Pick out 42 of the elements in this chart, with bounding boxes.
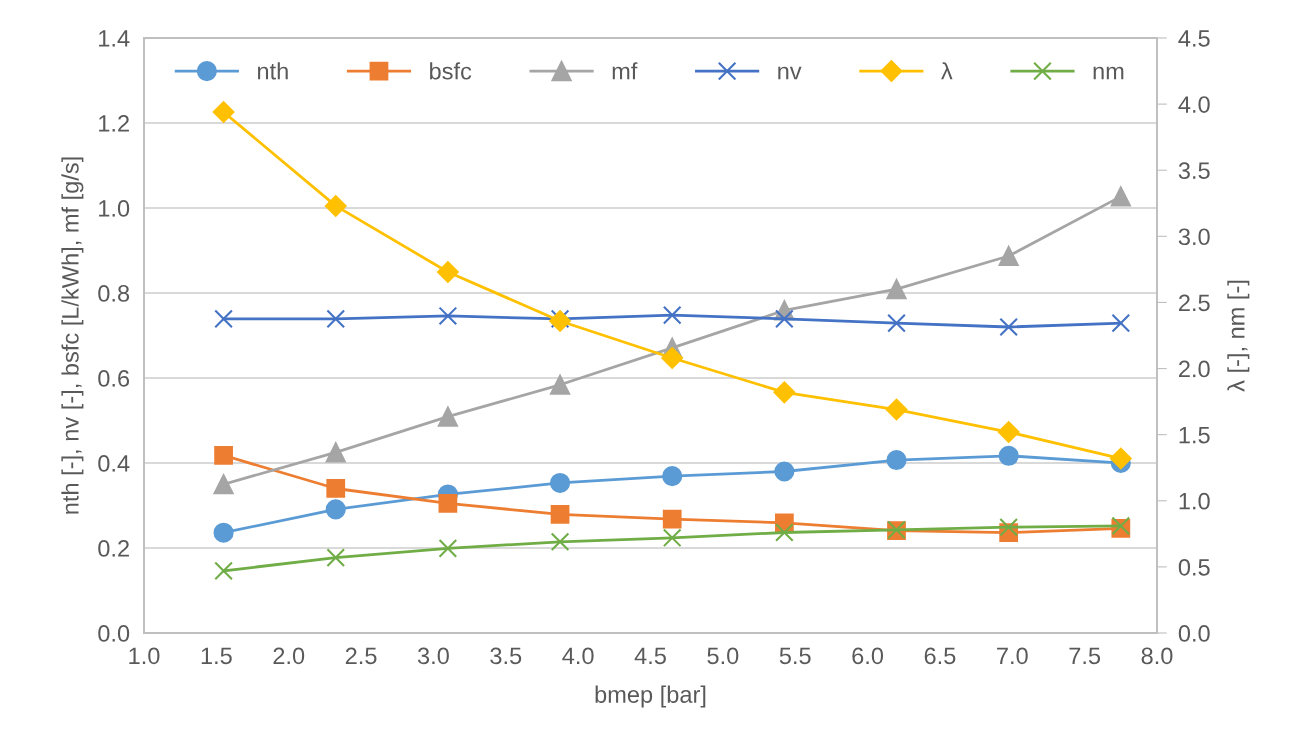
x-tick-label: 1.5 — [201, 647, 232, 665]
y2-tick-label: 4.5 — [1178, 30, 1210, 47]
x-tick-label: 3.0 — [417, 647, 449, 665]
y2-tick-label: 0.5 — [1178, 558, 1210, 576]
x-tick-label: 5.0 — [707, 647, 739, 665]
y-tick-label: 0.4 — [98, 455, 130, 472]
y-tick-label: 0.2 — [98, 540, 129, 557]
x-tick-label: 6.5 — [924, 647, 956, 665]
y2-tick-label: 4.0 — [1178, 96, 1210, 113]
y-tick-label: 0.8 — [98, 285, 130, 302]
y-tick-label: 0.0 — [98, 625, 130, 642]
legend-label: nm — [1093, 66, 1124, 80]
x-tick-label: 8.0 — [1141, 647, 1173, 665]
x-tick-label: 1.0 — [129, 647, 160, 665]
y-axis-title: nth [-], nv [-], bsfc [L/kWh], mf [g/s] — [61, 157, 84, 514]
y2-axis-title: λ [-], nm [-] — [1227, 280, 1250, 392]
legend-label: mf — [612, 62, 638, 80]
x-tick-label: 4.5 — [634, 647, 666, 665]
legend-label: λ — [941, 62, 953, 80]
legend-label: nv — [778, 66, 802, 80]
x-tick-label: 7.5 — [1069, 647, 1101, 665]
y2-tick-label: 2.0 — [1179, 360, 1210, 378]
y2-tick-label: 3.5 — [1178, 162, 1210, 180]
x-axis-title: bmep [bar] — [595, 685, 706, 708]
y2-tick-label: 1.5 — [1179, 426, 1210, 444]
x-tick-label: 3.5 — [490, 647, 522, 665]
legend-label: bsfc — [430, 62, 472, 80]
legend-label: nth — [258, 62, 288, 80]
x-tick-label: 4.0 — [562, 647, 594, 665]
y2-tick-label: 2.5 — [1179, 294, 1210, 312]
x-tick-label: 7.0 — [997, 647, 1028, 665]
y-tick-label: 1.4 — [99, 30, 130, 47]
y2-tick-label: 3.0 — [1178, 228, 1210, 246]
x-tick-label: 6.0 — [852, 647, 884, 665]
x-tick-label: 2.0 — [273, 647, 305, 665]
y2-tick-label: 1.0 — [1179, 492, 1210, 510]
y-tick-label: 1.0 — [99, 200, 130, 217]
y2-tick-label: 0.0 — [1178, 625, 1210, 642]
y-tick-label: 0.6 — [98, 370, 130, 387]
y-tick-label: 1.2 — [99, 115, 129, 132]
x-tick-label: 5.5 — [779, 647, 811, 665]
x-tick-label: 2.5 — [345, 647, 377, 665]
